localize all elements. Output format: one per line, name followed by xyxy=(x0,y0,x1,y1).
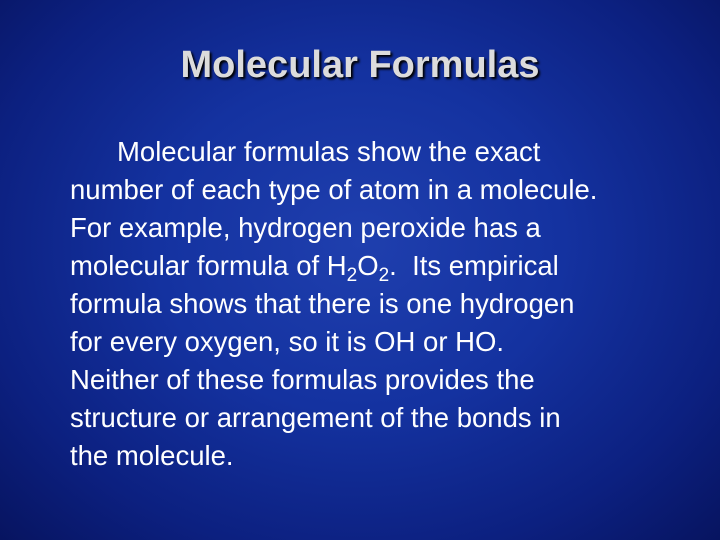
body-line: formula shows that there is one hydrogen xyxy=(70,288,575,319)
body-line: for every oxygen, so it is OH or HO. xyxy=(70,326,505,357)
slide-title: Molecular Formulas xyxy=(180,44,540,86)
body-line: molecular formula of H2O2. Its empirical xyxy=(70,250,559,285)
body-line: number of each type of atom in a molecul… xyxy=(70,174,598,205)
text: . Its empirical xyxy=(389,250,559,281)
text: O xyxy=(357,250,379,281)
body-line: Neither of these formulas provides the xyxy=(70,364,535,395)
body-line: For example, hydrogen peroxide has a xyxy=(70,212,541,243)
subscript: 2 xyxy=(346,265,358,286)
body-line: structure or arrangement of the bonds in xyxy=(70,402,561,433)
body-line: the molecule. xyxy=(70,440,234,471)
body-line: Molecular formulas show the exact xyxy=(117,136,541,167)
subscript: 2 xyxy=(378,265,390,286)
text: molecular formula of H xyxy=(70,250,347,281)
